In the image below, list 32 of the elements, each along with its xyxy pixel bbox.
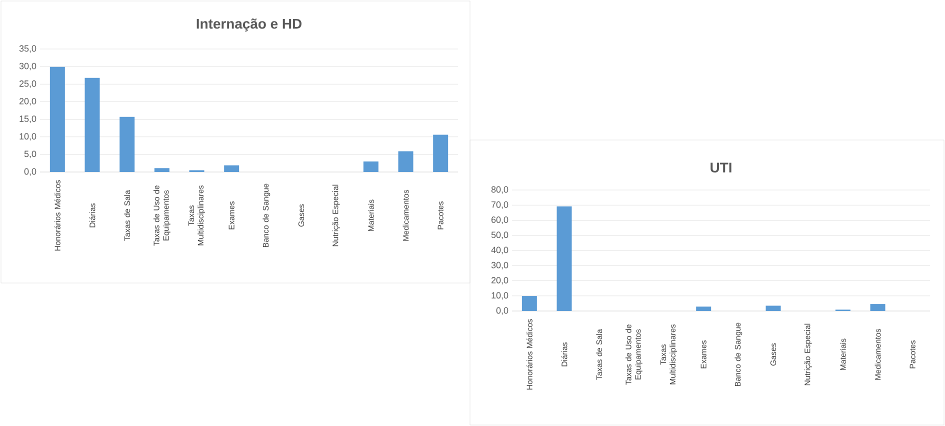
- y-tick-label: 0,0: [496, 307, 508, 315]
- bar: [50, 66, 65, 172]
- y-tick-label: 20,0: [491, 277, 508, 284]
- y-tick-label: 5,0: [24, 150, 36, 158]
- bar: [154, 168, 170, 172]
- bar: [766, 306, 781, 311]
- bar: [398, 151, 414, 172]
- bar: [120, 116, 135, 172]
- y-tick-label: 80,0: [491, 186, 508, 194]
- chart-title: UTI: [710, 162, 732, 173]
- y-tick-label: 15,0: [20, 116, 36, 123]
- y-tick-label: 30,0: [491, 262, 508, 270]
- y-tick-label: 60,0: [491, 216, 508, 224]
- bar: [870, 304, 886, 311]
- y-tick-label: 50,0: [491, 232, 508, 240]
- bar: [363, 161, 378, 172]
- chart-title: Internação e HD: [196, 18, 302, 32]
- bar: [522, 296, 537, 311]
- bar: [84, 78, 100, 172]
- y-tick-label: 25,0: [19, 80, 36, 88]
- bar: [433, 134, 448, 172]
- bar: [556, 206, 572, 311]
- bar: [224, 165, 240, 172]
- y-tick-label: 10,0: [492, 292, 508, 300]
- y-tick-label: 10,0: [20, 133, 36, 141]
- y-tick-label: 35,0: [19, 45, 36, 53]
- y-tick-label: 0,0: [24, 168, 36, 176]
- y-tick-label: 20,0: [19, 98, 36, 106]
- y-tick-label: 30,0: [19, 62, 36, 70]
- y-tick-label: 70,0: [491, 201, 508, 209]
- bar: [696, 306, 712, 311]
- y-tick-label: 40,0: [491, 246, 508, 254]
